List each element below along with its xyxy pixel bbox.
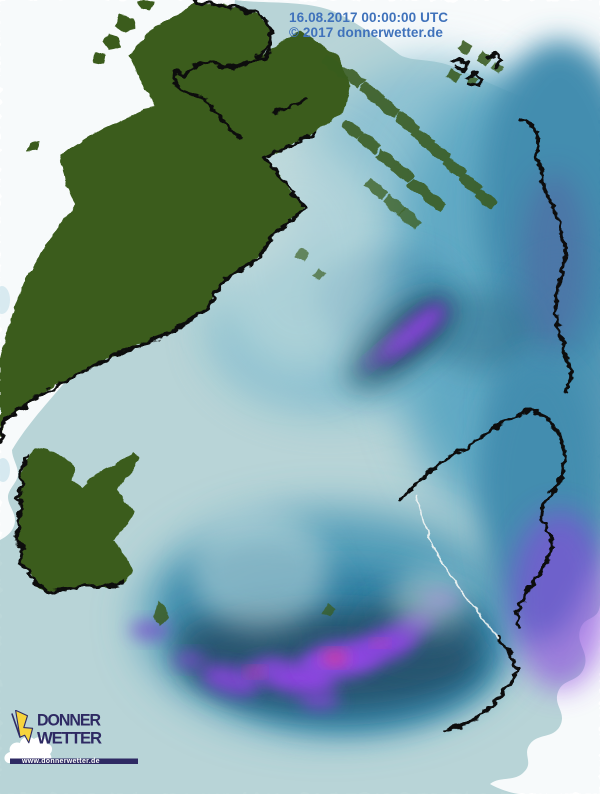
svg-text:www.donnerwetter.de: www.donnerwetter.de <box>21 758 100 765</box>
svg-text:DONNER: DONNER <box>37 711 101 730</box>
svg-text:WETTER: WETTER <box>37 729 102 748</box>
